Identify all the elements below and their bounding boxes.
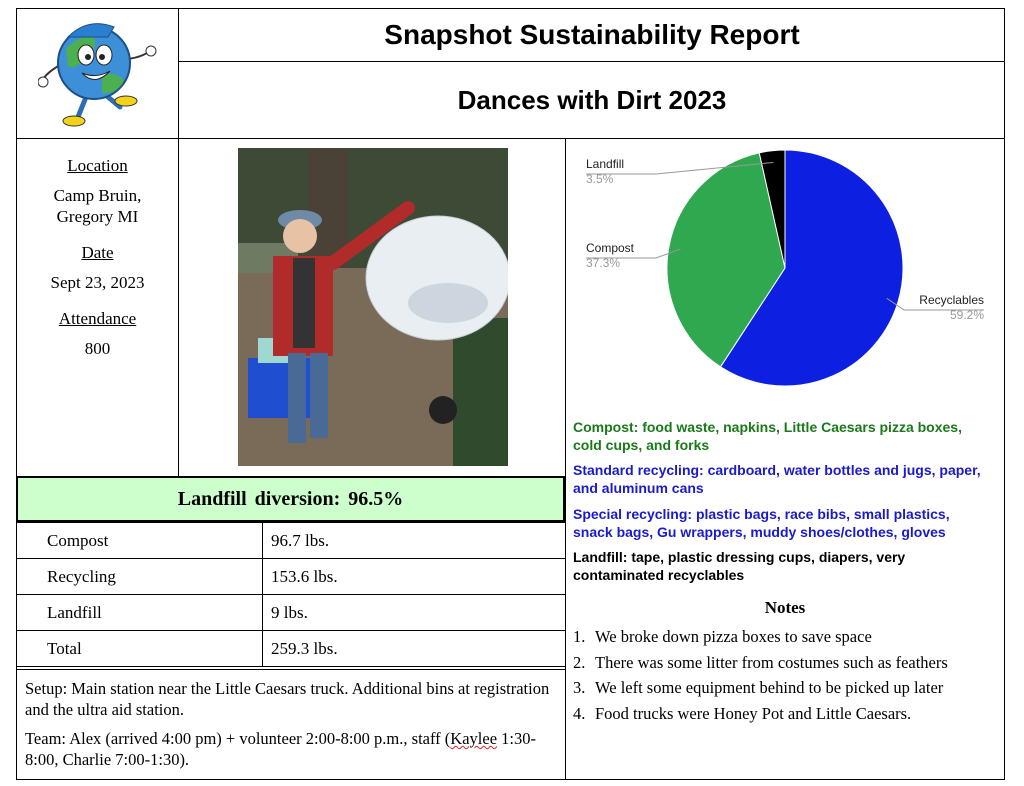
weight-label: Recycling	[16, 558, 263, 595]
location-line1: Camp Bruin,	[53, 186, 142, 205]
weight-value: 96.7 lbs.	[262, 522, 566, 559]
list-item: 1. We broke down pizza boxes to save spac…	[573, 626, 1003, 652]
special-recycling-description: Special recycling: plastic bags, race bi…	[573, 505, 993, 541]
weight-label: Landfill	[16, 594, 263, 631]
weight-value: 259.3 lbs.	[262, 630, 566, 667]
divider	[565, 138, 566, 780]
divider	[16, 669, 566, 670]
divider	[178, 8, 179, 476]
setup-text: Setup: Main station near the Little Caes…	[25, 679, 550, 719]
pie-category-label: Recyclables	[919, 293, 984, 307]
note-number: 1.	[573, 627, 586, 646]
pie-leader-line	[586, 161, 774, 175]
date-label: Date	[81, 243, 114, 262]
list-item: 2. There was some litter from costumes su…	[573, 652, 1003, 678]
table-row: Total 259.3 lbs.	[16, 630, 566, 667]
note-number: 3.	[573, 678, 586, 697]
pie-category-label: Compost	[586, 241, 635, 255]
pie-slice-recyclables	[719, 149, 904, 387]
notes-title: Notes	[764, 598, 806, 617]
note-text: Food trucks were Honey Pot and Little Ca…	[595, 703, 912, 723]
compost-description: Compost: food waste, napkins, Little Cae…	[573, 419, 962, 453]
weight-label: Compost	[16, 522, 263, 559]
team-text-end: 1:30-8:00, Charlie 7:00-1:30).	[25, 729, 536, 769]
weights-table: Compost 96.7 lbs. Recycling 153.6 lbs. L…	[16, 522, 566, 667]
weight-value: 9 lbs.	[262, 594, 566, 631]
location-value: Camp Bruin, Gregory MI	[17, 185, 178, 227]
note-text: We broke down pizza boxes to save space	[595, 627, 872, 646]
logo	[37, 15, 158, 130]
pie-slice-compost	[666, 152, 786, 368]
location-label: Location	[67, 156, 128, 175]
note-number: 2.	[573, 652, 586, 672]
attendance-label: Attendance	[58, 309, 137, 328]
divider	[16, 138, 1005, 139]
report-title: Snapshot Sustainability Report	[384, 19, 800, 50]
table-row: Landfill 9 lbs.	[16, 594, 566, 631]
landfill-description: Landfill: tape, plastic dressing cups, d…	[573, 549, 906, 583]
volunteer-photo	[238, 148, 508, 466]
table-row: Compost 96.7 lbs.	[16, 522, 566, 559]
location-line2: Gregory MI	[56, 207, 139, 226]
table-row: Recycling 153.6 lbs.	[16, 558, 566, 595]
standard-recycling-description: Standard recycling: cardboard, water bot…	[573, 462, 981, 496]
pie-percent-label: 37.3%	[586, 256, 620, 270]
pie-slice-landfill	[758, 149, 786, 269]
attendance-value: 800	[84, 339, 111, 358]
weight-label: Total	[16, 630, 263, 667]
event-info: Location Camp Bruin, Gregory MI Date Sep…	[17, 140, 178, 359]
setup-notes: Setup: Main station near the Little Caes…	[25, 678, 560, 778]
notes-list: 1. We broke down pizza boxes to save spac…	[573, 626, 1003, 728]
waste-pie-chart: Recyclables 59.2% Compost 37.3% Landfill 3.5%	[566, 140, 1004, 408]
date-value: Sept 23, 2023	[50, 273, 145, 292]
special-recycling-text: Special recycling: plastic bags, race bi…	[573, 506, 950, 540]
note-text: There was some litter from costumes such…	[595, 652, 948, 672]
pie-category-label: Landfill	[586, 157, 624, 171]
pie-leader-line	[586, 248, 681, 259]
list-item: 4. Food trucks were Honey Pot and Little …	[573, 703, 1003, 729]
team-name: Kaylee	[450, 729, 498, 748]
weight-value: 153.6 lbs.	[262, 558, 566, 595]
landfill-diversion-banner: Landfill diversion: 96.5%	[16, 476, 565, 522]
event-title: Dances with Dirt 2023	[457, 84, 727, 115]
team-text-start: Team: Alex (arrived 4:00 pm) + volunteer…	[25, 729, 451, 748]
pie-percent-label: 59.2%	[950, 308, 984, 322]
team-text: Team: Alex (arrived 4:00 pm) + volunteer…	[25, 728, 560, 770]
note-text: We left some equipment behind to be pick…	[595, 678, 944, 697]
divider	[179, 61, 1005, 62]
pie-leader-line	[886, 297, 984, 311]
pie-percent-label: 3.5%	[586, 172, 614, 186]
list-item: 3. We left some equipment behind to be pi…	[573, 677, 1003, 703]
report-frame	[16, 8, 1005, 780]
note-number: 4.	[573, 703, 586, 723]
